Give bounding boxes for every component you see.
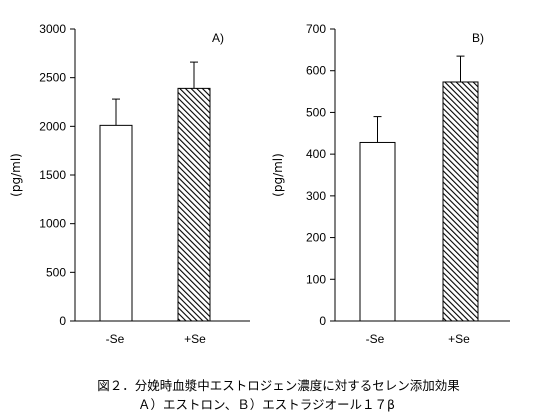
chart-a: 0 500 1000 1500 2000 2500 3000 -Se +Se A) (pg/ml) <box>9 22 250 346</box>
y-tick-label: 3000 <box>39 22 66 36</box>
y-tick-label: 300 <box>306 189 326 203</box>
y-tick-label: 1500 <box>39 168 66 182</box>
y-tick-label: 700 <box>306 22 326 36</box>
bar-+Se <box>177 87 211 322</box>
bar--Se <box>99 124 133 322</box>
y-tick-label: 1000 <box>39 217 66 231</box>
panel-label: B) <box>472 31 484 45</box>
y-tick-label: 2500 <box>39 71 66 85</box>
y-tick-label: 2000 <box>39 119 66 133</box>
x-tick-label: +Se <box>448 332 470 346</box>
y-tick-label: 0 <box>59 314 66 328</box>
chart-b: 0 100 200 300 400 500 600 700 -Se +Se B) (pg/ml) <box>271 22 510 346</box>
figure-caption-subtitle: Ａ）エストロン、Ｂ）エストラジオール１７β <box>138 397 395 412</box>
y-tick-label: 200 <box>306 231 326 245</box>
y-axis-label: (pg/ml) <box>271 153 285 197</box>
bar-+Se <box>442 81 479 322</box>
y-tick-label: 500 <box>306 105 326 119</box>
y-tick-label: 500 <box>46 265 66 279</box>
y-tick-label: 600 <box>306 64 326 78</box>
y-tick-label: 100 <box>306 272 326 286</box>
panel-label: A) <box>212 31 224 45</box>
bar--Se <box>359 141 396 322</box>
x-tick-label: +Se <box>184 332 206 346</box>
x-tick-label: -Se <box>106 332 125 346</box>
y-tick-label: 0 <box>319 314 326 328</box>
y-axis-label: (pg/ml) <box>9 153 23 197</box>
y-tick-label: 400 <box>306 147 326 161</box>
figure-caption-title: 図２．分娩時血漿中エストロジェン濃度に対するセレン添加効果 <box>97 378 460 393</box>
x-tick-label: -Se <box>366 332 385 346</box>
